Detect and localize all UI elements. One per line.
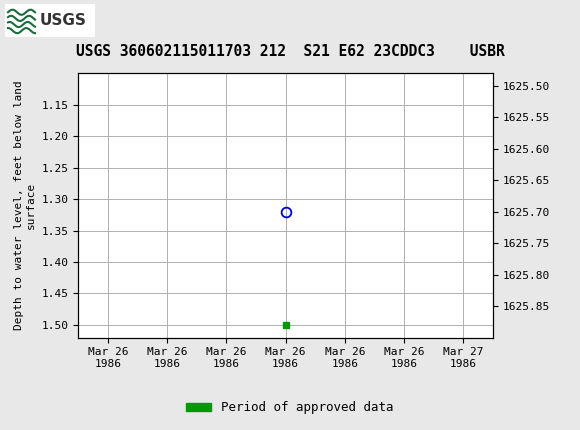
Bar xyxy=(5,4,95,37)
Legend: Period of approved data: Period of approved data xyxy=(181,396,399,419)
Text: USGS 360602115011703 212  S21 E62 23CDDC3    USBR: USGS 360602115011703 212 S21 E62 23CDDC3… xyxy=(75,44,505,59)
Y-axis label: Depth to water level, feet below land
surface: Depth to water level, feet below land su… xyxy=(14,80,36,330)
Text: USGS: USGS xyxy=(40,13,87,28)
